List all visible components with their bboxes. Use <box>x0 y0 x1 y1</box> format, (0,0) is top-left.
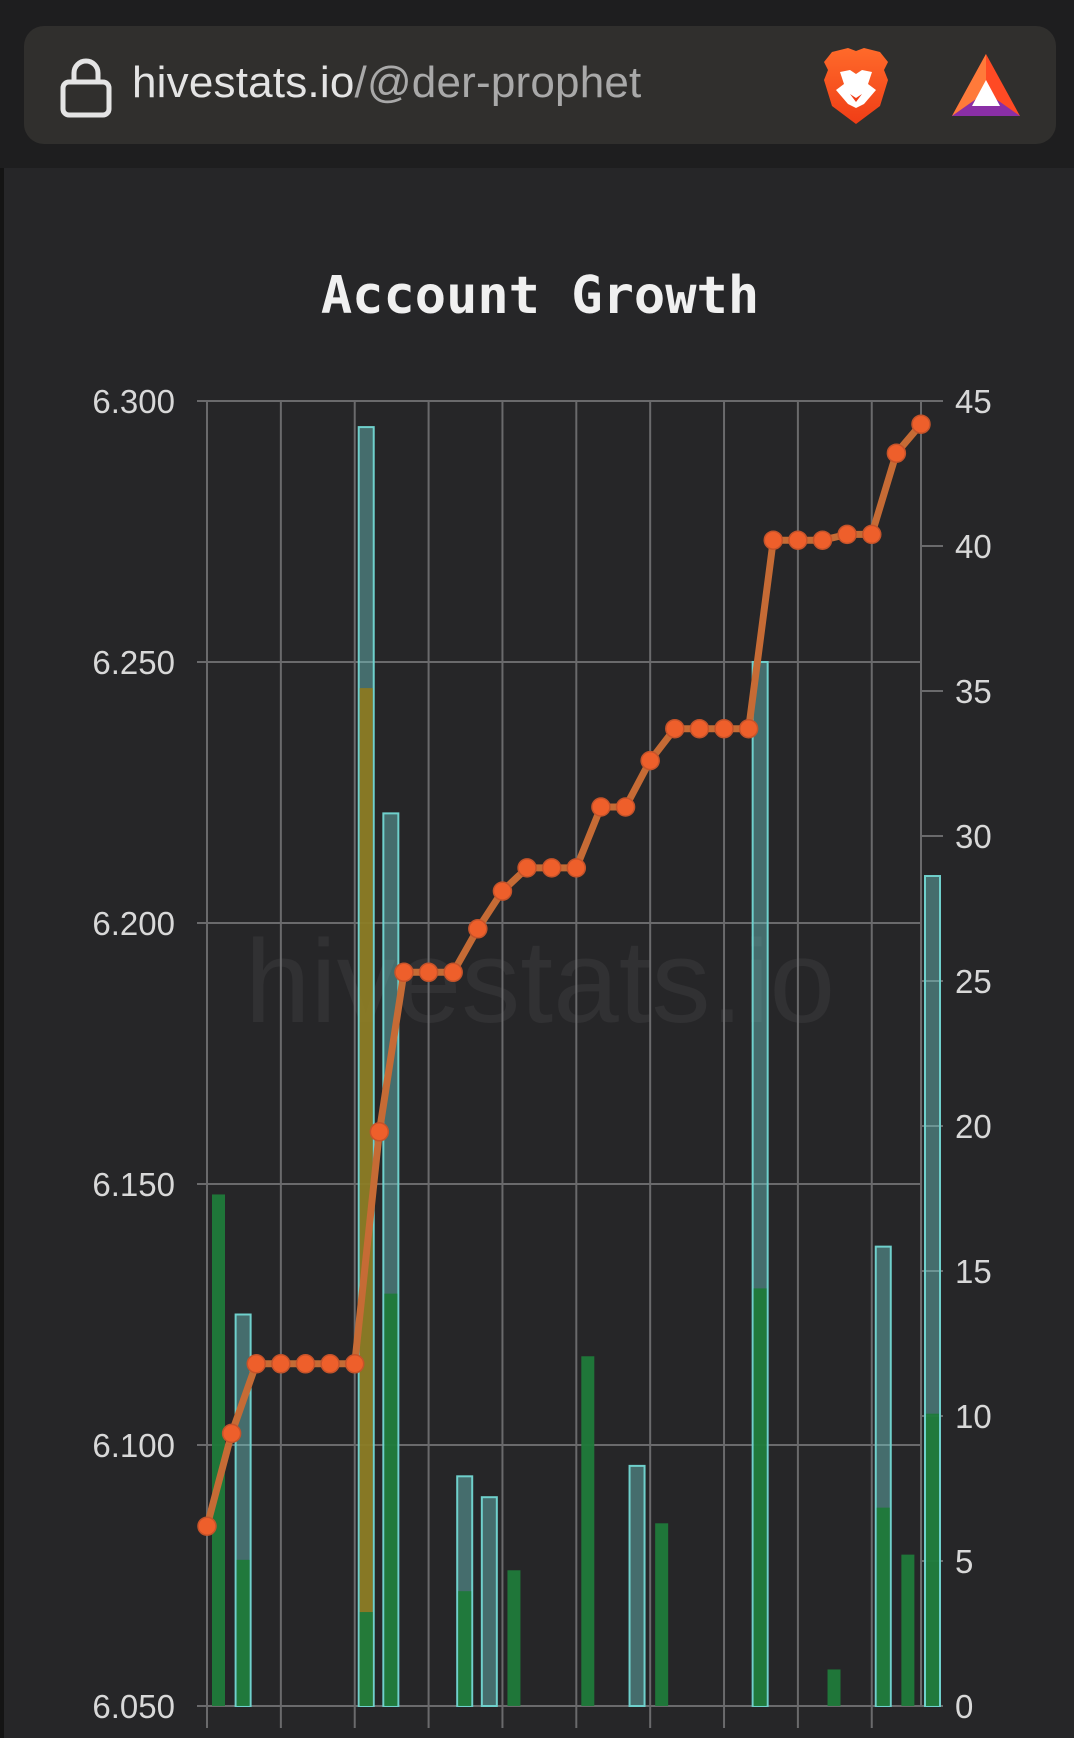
line-point <box>788 530 808 550</box>
line-point <box>738 718 759 739</box>
line-point <box>640 750 660 771</box>
line-point <box>837 524 857 545</box>
brave-shield-icon[interactable] <box>818 46 894 126</box>
bar-olive <box>359 688 373 1706</box>
line-point <box>665 718 685 739</box>
line-point <box>911 414 931 434</box>
line-point <box>443 962 463 983</box>
line-point <box>886 443 907 463</box>
right-tick-label: 40 <box>955 528 992 565</box>
right-tick-label: 10 <box>955 1398 992 1435</box>
line-point <box>689 718 710 739</box>
line-point <box>714 718 734 739</box>
line-point <box>295 1354 316 1374</box>
line-point <box>394 962 414 983</box>
account-growth-chart: Account Growth hivestats.io 6.3006.2506.… <box>92 266 992 1728</box>
bar-green <box>581 1356 595 1706</box>
line-point <box>197 1516 217 1536</box>
bar-green <box>359 1612 373 1706</box>
line-point <box>517 858 537 878</box>
bar-green <box>876 1507 890 1706</box>
url-host: hivestats.io <box>132 58 355 107</box>
line-point <box>320 1354 340 1374</box>
browser-toolbar: hivestats.io/@der-prophet <box>0 0 1074 168</box>
right-tick-label: 20 <box>955 1108 992 1145</box>
line-point <box>271 1354 291 1374</box>
left-tick-label: 6.200 <box>92 905 175 942</box>
left-tick-label: 6.300 <box>92 383 175 420</box>
right-tick-label: 30 <box>955 818 992 855</box>
right-axis: 45 40 35 30 25 20 15 10 5 0 <box>955 383 992 1725</box>
bar-green <box>827 1669 841 1706</box>
bar-green <box>901 1554 915 1706</box>
line-point <box>369 1122 390 1142</box>
bar-green <box>655 1523 669 1706</box>
line-point <box>344 1354 365 1374</box>
left-axis: 6.300 6.250 6.200 6.150 6.100 6.050 <box>92 383 175 1725</box>
right-tick-label: 45 <box>955 383 992 420</box>
line-point <box>492 881 513 901</box>
watermark: hivestats.io <box>245 916 835 1048</box>
page-edge <box>0 168 4 1738</box>
bar-green <box>926 1413 939 1706</box>
right-tick-label: 35 <box>955 673 992 710</box>
line-point <box>221 1423 242 1444</box>
bar-green <box>753 1288 767 1706</box>
bar-green <box>507 1570 521 1706</box>
balance-line <box>197 414 931 1536</box>
line-point <box>763 530 784 550</box>
line-point <box>615 797 636 817</box>
right-tick-label: 15 <box>955 1253 992 1290</box>
line-point <box>246 1354 266 1374</box>
chart-title: Account Growth <box>321 266 759 326</box>
bat-rewards-icon[interactable] <box>950 52 1022 120</box>
left-tick-label: 6.100 <box>92 1427 175 1464</box>
left-tick-label: 6.050 <box>92 1688 175 1725</box>
address-bar[interactable]: hivestats.io/@der-prophet <box>24 26 1056 144</box>
line-point <box>418 962 439 983</box>
url-path: /@der-prophet <box>354 58 642 107</box>
bar-cyan <box>628 1464 646 1707</box>
bar-green <box>458 1591 472 1706</box>
bar-cyan <box>480 1496 498 1707</box>
bar-green <box>384 1293 398 1706</box>
url-text[interactable]: hivestats.io/@der-prophet <box>132 58 641 108</box>
bar-green <box>212 1194 225 1706</box>
line-point <box>468 919 488 939</box>
line-point <box>566 858 587 878</box>
left-tick-label: 6.250 <box>92 644 175 681</box>
left-tick-label: 6.150 <box>92 1166 175 1203</box>
line-point <box>812 530 833 550</box>
line-point <box>862 524 882 545</box>
right-tick-label: 5 <box>955 1543 973 1580</box>
line-point <box>591 797 611 817</box>
grid <box>197 400 943 1728</box>
line-point <box>541 858 562 878</box>
right-tick-label: 0 <box>955 1688 973 1725</box>
right-tick-label: 25 <box>955 963 992 1000</box>
bar-green <box>236 1559 250 1706</box>
lock-icon <box>60 58 112 118</box>
